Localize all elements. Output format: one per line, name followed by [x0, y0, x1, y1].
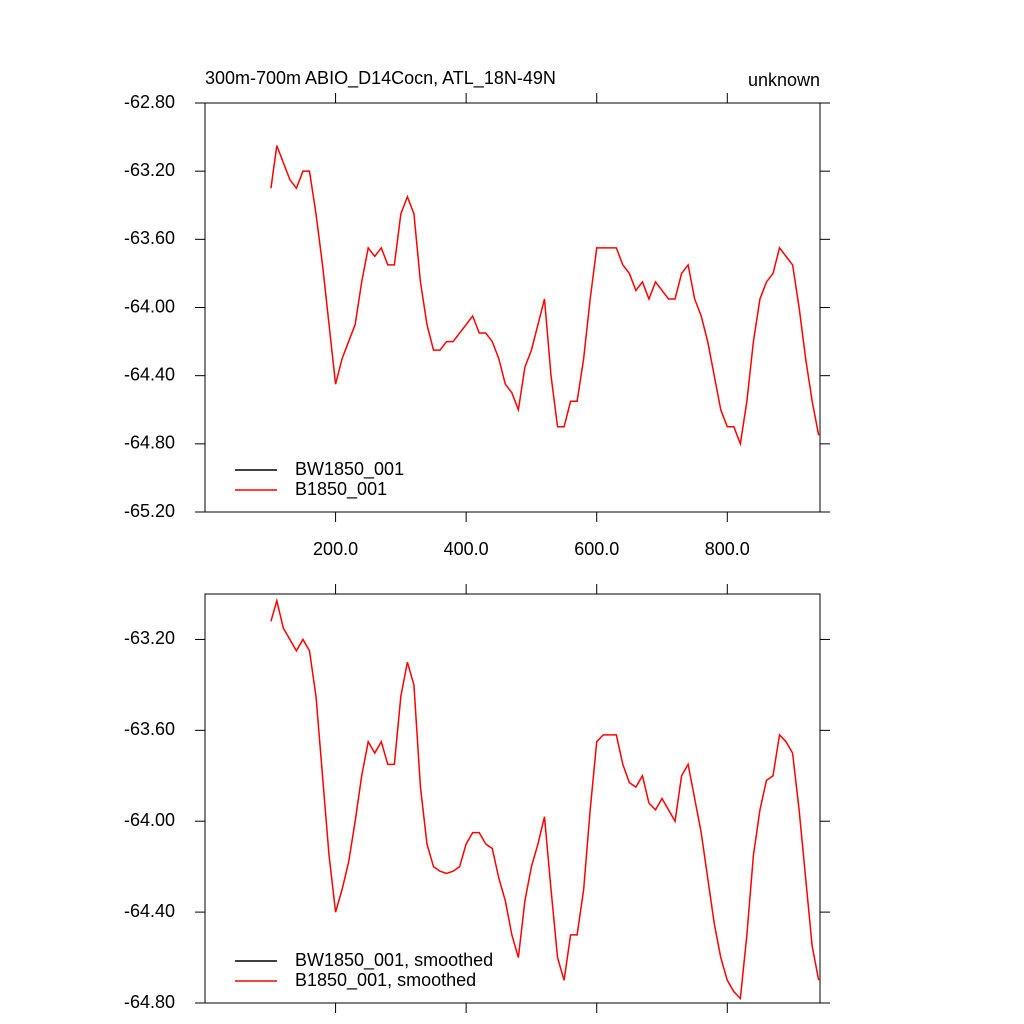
y-tick-label: -64.80 — [124, 433, 175, 453]
x-tick-label: 600.0 — [574, 539, 619, 559]
legend-label: BW1850_001, smoothed — [295, 950, 493, 971]
data-line — [270, 597, 820, 1001]
y-tick-label: -62.80 — [124, 92, 175, 112]
legend-label: B1850_001, smoothed — [295, 970, 476, 991]
y-tick-label: -64.00 — [124, 296, 175, 316]
x-tick-label: 200.0 — [313, 539, 358, 559]
y-tick-label: -64.00 — [124, 810, 175, 830]
legend-label: B1850_001 — [295, 479, 387, 500]
y-tick-label: -63.60 — [124, 719, 175, 739]
legend-label: BW1850_001 — [295, 459, 404, 480]
y-tick-label: -64.40 — [124, 901, 175, 921]
y-tick-label: -63.20 — [124, 160, 175, 180]
plot-frame — [204, 102, 821, 513]
chart-subtitle: unknown — [748, 70, 820, 90]
data-line — [270, 145, 820, 447]
x-tick-label: 800.0 — [705, 539, 750, 559]
y-tick-label: -64.40 — [124, 364, 175, 384]
plot-frame — [204, 593, 821, 1004]
y-tick-label: -63.20 — [124, 628, 175, 648]
y-tick-label: -64.80 — [124, 992, 175, 1012]
x-tick-label: 400.0 — [444, 539, 489, 559]
y-tick-label: -63.60 — [124, 228, 175, 248]
chart-title: 300m-700m ABIO_D14Cocn, ATL_18N-49N — [205, 68, 556, 89]
y-tick-label: -65.20 — [124, 501, 175, 521]
